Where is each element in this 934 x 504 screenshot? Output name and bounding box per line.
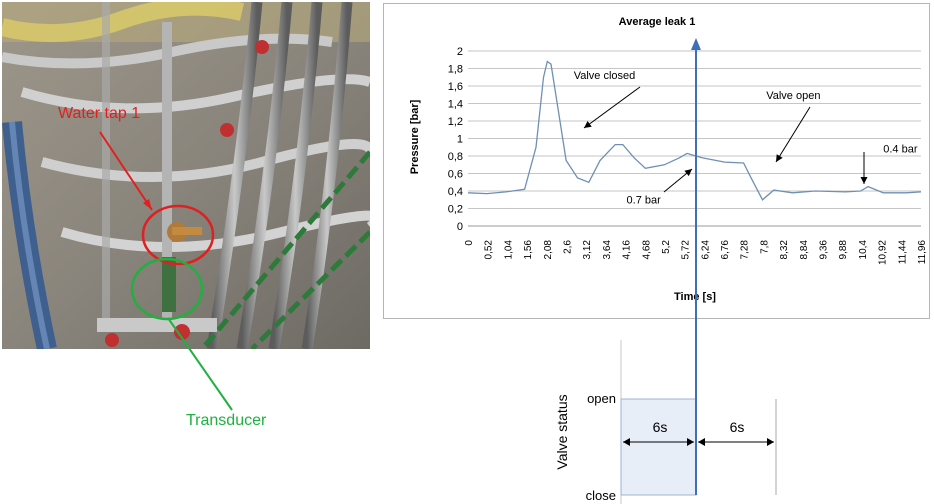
chart-y-tick-label: 0 xyxy=(457,221,463,233)
chart-title: Average leak 1 xyxy=(619,16,696,28)
chart-x-tick-label: 8,32 xyxy=(779,240,790,260)
chart-x-tick-label: 0,52 xyxy=(484,240,495,260)
valve-status-close-tick: close xyxy=(586,488,616,503)
chart-x-tick-label: 10,92 xyxy=(878,240,889,265)
annotation-arrow xyxy=(583,86,641,129)
chart-y-tick-label: 2 xyxy=(457,46,463,58)
valve-status-open-tick: open xyxy=(587,391,616,406)
chart-x-tick-label: 1,04 xyxy=(503,240,514,260)
annotation-arrow xyxy=(775,106,811,163)
chart-y-axis-label: Pressure [bar] xyxy=(409,99,421,174)
chart-x-tick-label: 5,2 xyxy=(661,240,672,254)
chart-x-tick-label: 2,6 xyxy=(562,240,573,254)
chart-y-tick-label: 1 xyxy=(457,134,463,146)
annotation-arrowhead xyxy=(584,121,592,128)
chart-x-tick-label: 1,56 xyxy=(523,240,534,260)
chart-y-tick-label: 1,4 xyxy=(448,99,463,111)
pressure-series-line xyxy=(467,60,922,201)
chart-x-tick-label: 6,76 xyxy=(720,240,731,260)
chart-x-tick-label: 2,08 xyxy=(543,240,554,260)
valve-rig-photo xyxy=(2,2,370,349)
pressure-chart-frame xyxy=(383,3,930,319)
transducer-highlight xyxy=(130,257,204,321)
chart-x-tick-label: 5,72 xyxy=(681,240,692,260)
chart-annotation: Valve open xyxy=(766,90,820,102)
chart-annotation: 0.4 bar xyxy=(883,144,918,156)
chart-x-tick-label: 3,64 xyxy=(602,240,613,260)
chart-x-tick-label: 11,44 xyxy=(897,240,908,265)
chart-x-tick-label: 4,68 xyxy=(641,240,652,260)
interval-2-label: 6s xyxy=(730,419,745,435)
chart-x-tick-label: 7,8 xyxy=(759,240,770,254)
annotation-arrowhead xyxy=(860,177,868,184)
chart-y-tick-label: 1,8 xyxy=(448,64,463,76)
chart-x-tick-label: 3,12 xyxy=(582,240,593,260)
chart-x-tick-label: 6,24 xyxy=(700,240,711,260)
annotation-arrowhead xyxy=(776,154,783,162)
chart-y-tick-label: 1,2 xyxy=(448,116,463,128)
chart-x-tick-label: 11,96 xyxy=(917,240,928,265)
chart-x-tick-label: 0 xyxy=(464,240,475,246)
photo-illustration xyxy=(2,2,370,349)
valve-open-interval xyxy=(620,398,697,496)
water-tap-label: Water tap 1 xyxy=(58,105,141,122)
chart-x-tick-label: 4,16 xyxy=(622,240,633,260)
chart-x-tick-label: 9,88 xyxy=(838,240,849,260)
chart-y-tick-label: 1,6 xyxy=(448,81,463,93)
chart-x-tick-label: 9,36 xyxy=(819,240,830,260)
chart-annotation: 0.7 bar xyxy=(627,194,662,206)
water-tap-arrow xyxy=(99,131,153,211)
transducer-label: Transducer xyxy=(186,412,267,429)
chart-y-tick-label: 0,4 xyxy=(448,186,463,198)
water-tap-highlight xyxy=(141,204,215,266)
chart-y-tick-label: 0,8 xyxy=(448,151,463,163)
chart-annotation: Valve closed xyxy=(574,70,636,82)
chart-y-tick-label: 0,2 xyxy=(448,204,463,216)
annotation-arrowhead xyxy=(684,169,692,177)
valve-status-axis-label: Valve status xyxy=(554,394,570,469)
chart-x-tick-label: 8,84 xyxy=(799,240,810,260)
chart-x-tick-label: 10,4 xyxy=(858,240,869,260)
chart-y-tick-label: 0,6 xyxy=(448,169,463,181)
interval-1-label: 6s xyxy=(653,419,668,435)
pressure-chart: Average leak 1 Pressure [bar] Time [s] 0… xyxy=(409,16,928,303)
chart-x-tick-label: 7,28 xyxy=(740,240,751,260)
